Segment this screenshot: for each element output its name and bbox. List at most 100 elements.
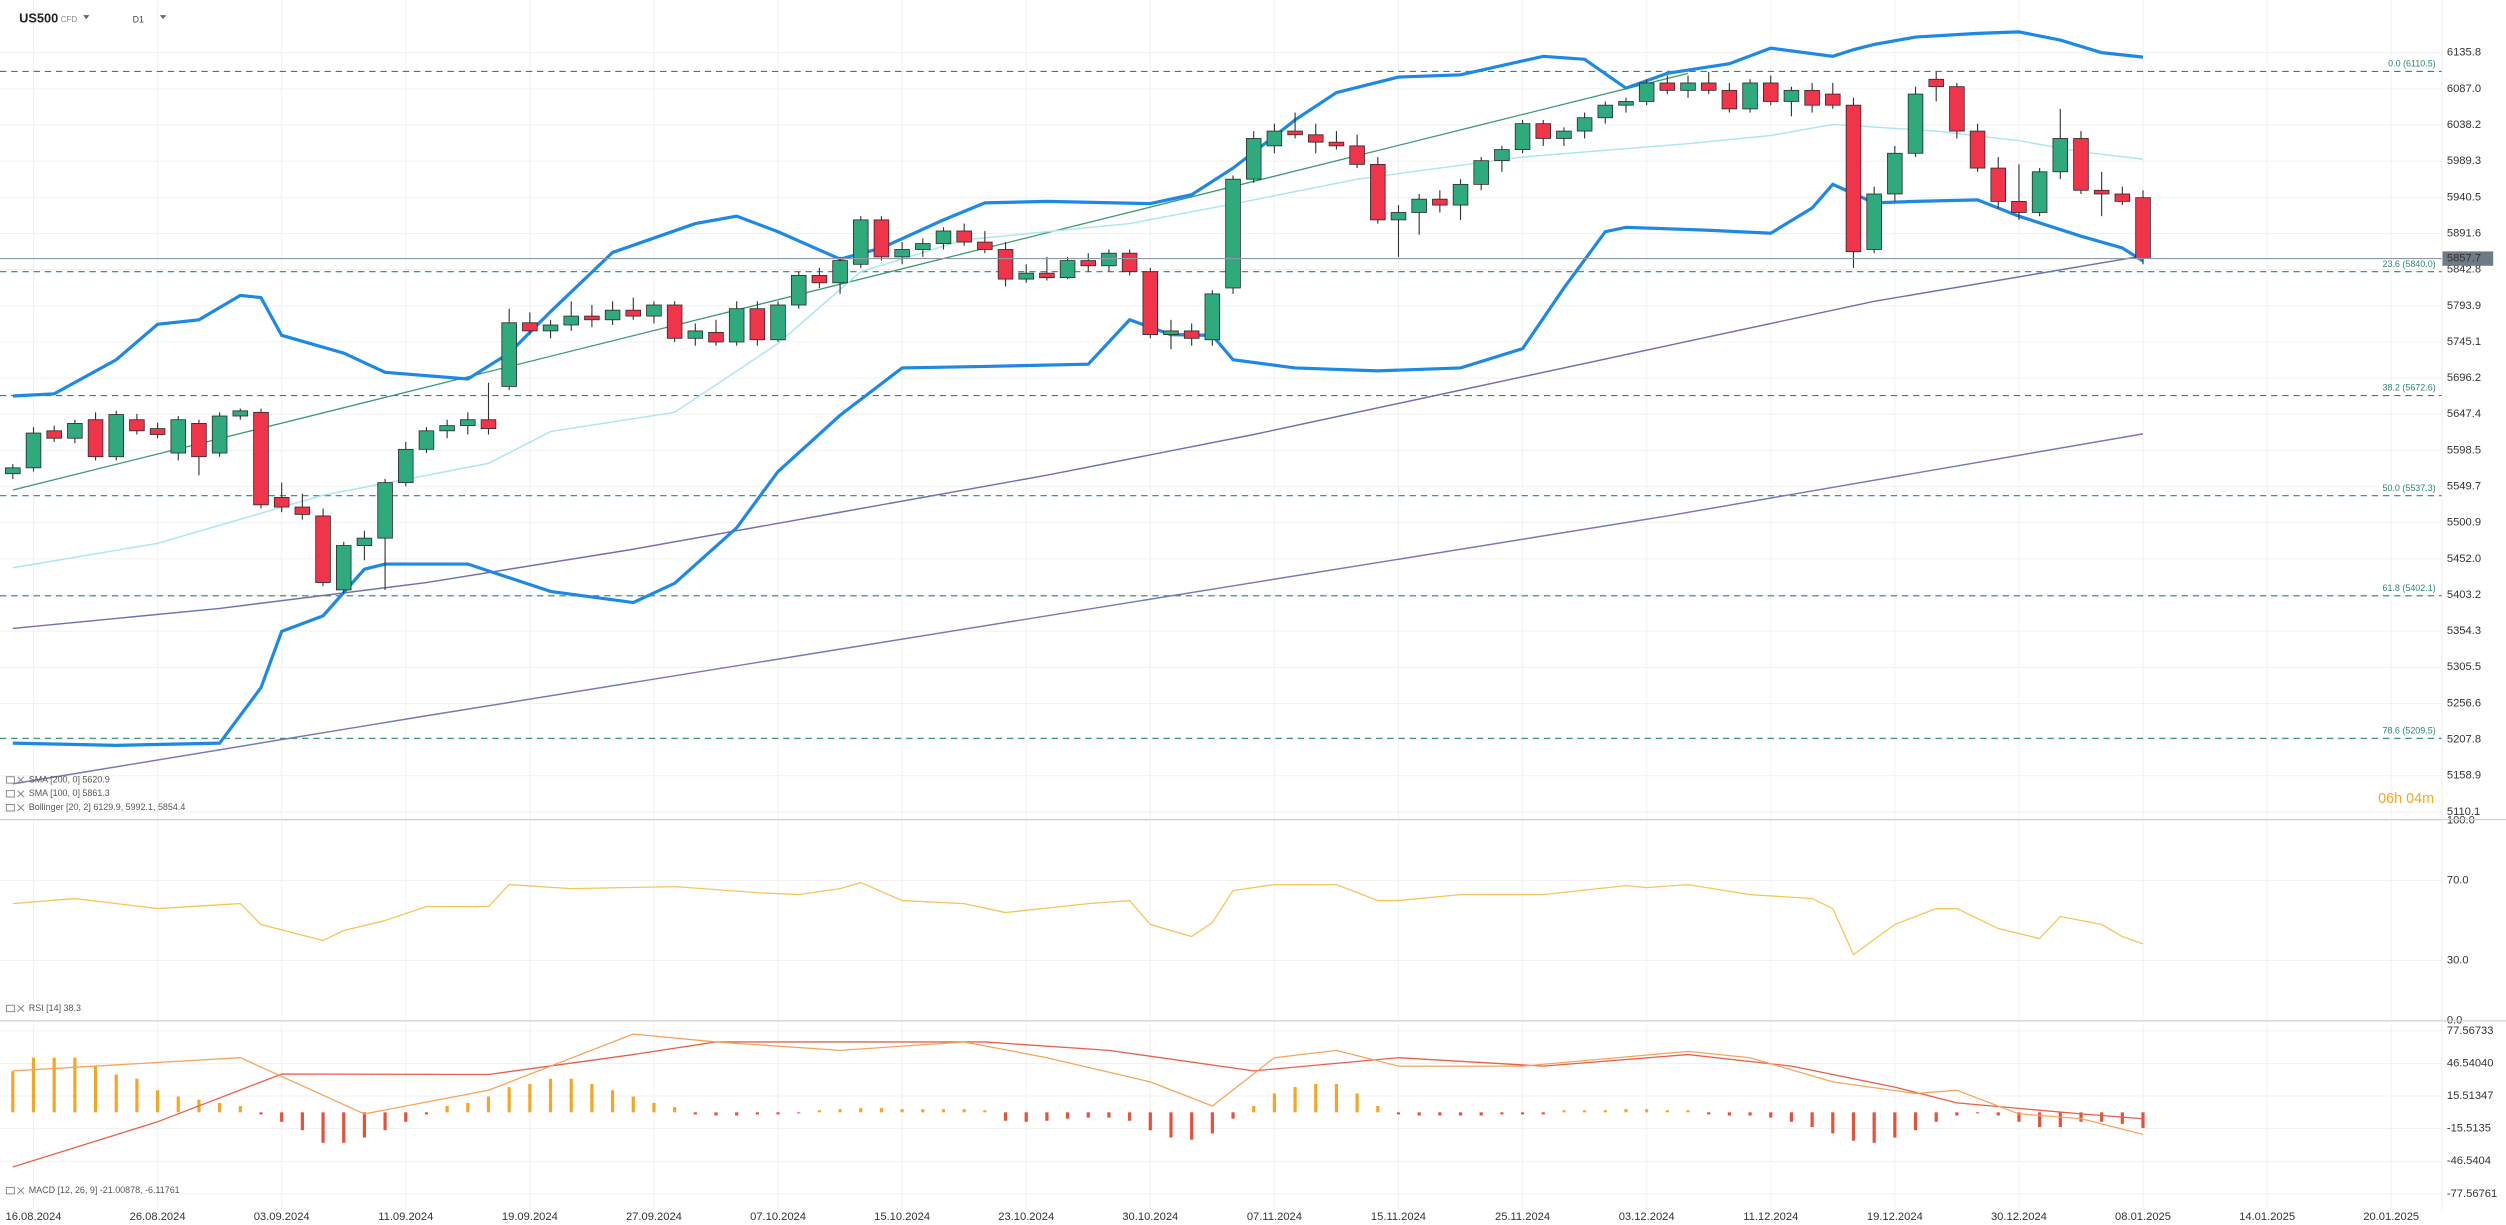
macd-histogram-bar: [2038, 1112, 2042, 1128]
macd-histogram-bar: [1624, 1109, 1628, 1113]
y-tick-label: 5940.5: [2447, 191, 2481, 203]
macd-histogram-bar: [300, 1112, 304, 1131]
macd-histogram-bar: [1334, 1083, 1339, 1113]
macd-histogram-bar: [1893, 1112, 1897, 1138]
macd-histogram-bar: [1955, 1112, 1959, 1116]
legend-icon[interactable]: [5, 790, 15, 798]
macd-histogram-bar: [52, 1057, 56, 1113]
candle-body: [935, 230, 952, 244]
macd-histogram-bar: [610, 1090, 615, 1113]
last-price-box: [2442, 251, 2494, 266]
macd-histogram-bar: [1810, 1112, 1814, 1128]
sma-line: [12, 255, 2144, 630]
candle-body: [1411, 198, 1427, 213]
candle-body: [25, 432, 42, 469]
y-tick-label: -15.5135: [2447, 1123, 2491, 1135]
macd-histogram-bar: [921, 1109, 925, 1113]
y-tick-label: 5598.5: [2447, 444, 2481, 456]
candle-body: [480, 419, 497, 429]
macd-histogram-bar: [631, 1096, 635, 1113]
candle-body: [1680, 82, 1696, 91]
fib-label: 78.6 (5209.5): [2383, 726, 2436, 736]
candle-body: [1700, 82, 1717, 91]
candle-body: [501, 322, 517, 387]
y-tick-label: 77.56733: [2447, 1025, 2494, 1037]
candle-body: [563, 315, 579, 326]
macd-histogram-bar: [2100, 1112, 2104, 1122]
timeframe[interactable]: D1: [133, 14, 144, 24]
symbol[interactable]: US500: [19, 11, 58, 26]
candle-body: [108, 414, 124, 458]
legend-icon[interactable]: [5, 1186, 15, 1195]
legend-icon[interactable]: [5, 804, 15, 812]
candle-body: [1804, 89, 1820, 106]
candle-body: [460, 419, 476, 427]
macd-histogram-bar: [569, 1078, 573, 1113]
candle-body: [439, 425, 455, 432]
candle-body: [956, 230, 972, 243]
y-tick-label: 5207.8: [2447, 734, 2481, 746]
x-tick-label: 23.10.2024: [998, 1211, 1054, 1223]
macd-histogram-bar: [1479, 1112, 1483, 1116]
dropdown-arrow[interactable]: [83, 15, 90, 20]
candle-body: [1887, 152, 1903, 195]
y-tick-label: 5452.0: [2447, 553, 2481, 565]
macd-histogram-bar: [1975, 1112, 1980, 1114]
dropdown-arrow[interactable]: [159, 15, 167, 20]
y-tick-label: 6038.2: [2447, 119, 2481, 131]
fib-label: 38.2 (5672.6): [2383, 383, 2436, 393]
macd-histogram-bar: [2017, 1112, 2021, 1122]
y-tick-label: 5891.6: [2447, 227, 2481, 239]
trend-line: [12, 72, 1689, 491]
macd-histogram-bar: [1562, 1110, 1566, 1113]
candle-body: [584, 315, 600, 321]
candle-body: [1742, 82, 1758, 110]
macd-histogram-bar: [652, 1102, 656, 1113]
candle-body: [1183, 330, 1200, 339]
legend-entry: Bollinger [20, 2] 6129.9, 5992.1, 5854.4: [29, 802, 186, 812]
y-tick-label: 5842.8: [2447, 264, 2481, 276]
candle-body: [811, 274, 828, 284]
candle-body: [1866, 193, 1882, 250]
candle-body: [542, 324, 559, 332]
candle-body: [1928, 78, 1944, 88]
candle-body: [2114, 193, 2131, 202]
macd-histogram-bar: [424, 1112, 429, 1115]
macd-histogram-bar: [31, 1057, 36, 1113]
candle-body: [2052, 138, 2069, 173]
candle-body: [1039, 272, 1055, 279]
macd-histogram-bar: [445, 1106, 449, 1113]
macd-histogram-bar: [1996, 1112, 2000, 1116]
y-tick-label: 5110.1: [2447, 806, 2480, 818]
candle-body: [646, 304, 662, 317]
macd-histogram-bar: [73, 1057, 77, 1113]
macd-histogram-bar: [238, 1106, 242, 1113]
legend-close[interactable]: [17, 776, 25, 1195]
y-tick-label: 5989.3: [2447, 155, 2481, 167]
macd-histogram-bar: [1024, 1112, 1028, 1122]
macd-histogram-bar: [1851, 1112, 1856, 1141]
macd-histogram-bar: [1148, 1112, 1152, 1131]
instrument-type: CFD: [61, 15, 78, 24]
candle-body: [2073, 138, 2089, 191]
candle-body: [728, 308, 745, 343]
legend-icons: [5, 776, 25, 1195]
candle-body: [1142, 271, 1159, 336]
x-tick-label: 08.01.2025: [2115, 1211, 2171, 1223]
y-tick-label: -46.5404: [2447, 1155, 2491, 1167]
candle-body: [1907, 93, 1924, 154]
candle-body: [915, 243, 931, 250]
macd-histogram-bar: [11, 1071, 15, 1113]
legend-icon[interactable]: [5, 1004, 15, 1013]
x-tick-label: 25.11.2024: [1495, 1211, 1550, 1223]
macd-histogram-bar: [838, 1109, 842, 1113]
y-tick-label: 5500.9: [2447, 517, 2481, 529]
legend-icon[interactable]: [5, 776, 15, 784]
candle-body: [1494, 149, 1510, 162]
macd-histogram-bar: [1003, 1112, 1008, 1121]
x-tick-label: 11.09.2024: [378, 1211, 433, 1223]
fib-label: 0.0 (6110.5): [2388, 59, 2436, 69]
macd-histogram-bar: [1065, 1112, 1070, 1119]
macd-histogram-bar: [1831, 1112, 1835, 1134]
